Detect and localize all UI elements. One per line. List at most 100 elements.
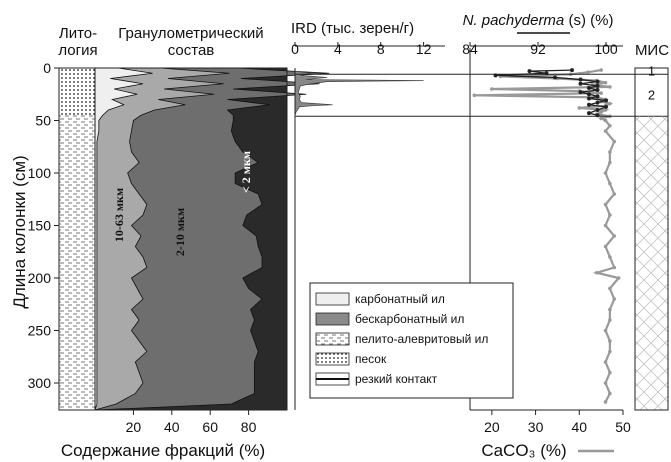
legend-swatch	[315, 292, 350, 306]
mis-column: 12	[634, 64, 669, 411]
sand-unit	[59, 68, 95, 116]
npach-point	[587, 85, 591, 90]
npach-point	[604, 98, 608, 103]
caco3-point	[490, 87, 494, 91]
ird-area	[294, 68, 424, 116]
npach-point	[587, 102, 591, 107]
mis-stage-label: 2	[648, 87, 655, 102]
caco3-point	[603, 328, 608, 333]
npach-tick-label: 100	[594, 41, 618, 57]
caco3-point	[612, 234, 617, 238]
ird-tick-label: 8	[377, 41, 385, 57]
y-tick-label: 0	[43, 60, 51, 76]
mis-frame	[634, 67, 669, 411]
legend-label: карбонатный ил	[355, 292, 445, 306]
caco3-point	[608, 160, 612, 165]
caco3-point	[612, 192, 617, 196]
band-carbonate	[94, 67, 153, 411]
npach-point	[595, 108, 600, 112]
ird-title: IRD (тыс. зерен/г)	[291, 20, 414, 37]
grain-title: Гранулометрический состав	[118, 25, 263, 59]
ird-tick-label: 4	[334, 41, 342, 57]
caco3-tick-label: 30	[528, 419, 544, 435]
caco3-point	[608, 255, 612, 259]
y-axis-label: Длина колонки (см)	[10, 155, 29, 308]
caco3-point	[603, 129, 608, 133]
caco3-point	[612, 265, 617, 270]
grain-size-panel: 20 40 60 80 10-63 мкм 2-10 мкм < 2 мкм	[94, 67, 330, 435]
y-tick-label: 250	[28, 323, 52, 339]
npach-point	[604, 104, 608, 109]
caco3-point	[608, 307, 612, 312]
grain-title-line2: состав	[168, 42, 215, 59]
caco3-point	[577, 106, 582, 110]
caco3-point	[608, 286, 612, 291]
silty-clay-unit	[59, 115, 95, 410]
caco3-point	[608, 339, 612, 343]
mis-hatch	[635, 116, 668, 410]
band-label-10-63: 10-63 мкм	[112, 188, 126, 242]
npach-line	[495, 69, 607, 116]
caco3-point	[612, 139, 617, 144]
caco3-point	[586, 70, 590, 74]
mis-stage-label: 1	[648, 64, 655, 79]
caco3-point	[599, 116, 603, 121]
caco3-point	[603, 223, 608, 228]
ird-tick-label: 12	[416, 41, 432, 57]
caco3-point	[599, 91, 603, 95]
npach-point	[527, 69, 532, 74]
npach-point	[578, 77, 583, 82]
npach-title-rest: (s) (%)	[564, 12, 613, 29]
caco3-point	[599, 110, 603, 114]
npach-point	[578, 90, 583, 95]
caco3-label-text: CaCO₃ (%)	[481, 441, 566, 460]
legend-swatch	[315, 332, 350, 346]
y-tick-label: 50	[35, 113, 51, 129]
caco3-point	[608, 349, 612, 354]
y-tick-label: 200	[28, 270, 52, 286]
legend: карбонатный ил бескарбонатный ил пелито-ал…	[309, 282, 514, 399]
caco3-tick-label: 50	[615, 419, 631, 435]
legend-swatch	[315, 352, 350, 366]
caco3-point	[608, 391, 612, 396]
npach-point	[587, 111, 591, 116]
caco3-point	[612, 297, 617, 301]
npach-point	[595, 88, 600, 93]
x-tick-label: 80	[241, 419, 257, 435]
npach-point	[595, 100, 600, 105]
npach-point	[587, 96, 591, 101]
npach-point	[587, 92, 591, 97]
band-2-10um	[94, 67, 330, 411]
caco3-point	[603, 118, 608, 123]
y-tick-label: 300	[28, 375, 52, 391]
band-label-2-10: 2-10 мкм	[173, 208, 187, 256]
caco3-tick-label: 20	[484, 419, 500, 435]
lithology-title-line1: Лито-	[59, 25, 97, 42]
legend-label: резкий контакт	[355, 372, 438, 386]
x-tick-label: 60	[202, 419, 218, 435]
caco3-point	[608, 101, 612, 106]
y-tick-label: 150	[28, 218, 52, 234]
caco3-point	[603, 381, 608, 385]
x-axis-label-grain: Содержание фракций (%)	[61, 441, 265, 460]
npach-point	[595, 94, 600, 99]
caco3-point	[603, 171, 608, 175]
caco3-point	[472, 93, 477, 98]
caco3-point	[608, 213, 612, 217]
caco3-point	[603, 244, 608, 249]
legend-swatch	[315, 312, 350, 326]
caco3-point	[608, 318, 612, 322]
npach-point	[595, 83, 600, 88]
band-label-lt2: < 2 мкм	[239, 151, 253, 193]
ird-tick-label: 0	[291, 41, 299, 57]
caco3-point	[608, 181, 612, 186]
band-10-63um	[94, 67, 230, 411]
x-axis-label-caco3: CaCO₃ (%)	[481, 441, 566, 460]
caco3-point	[616, 276, 621, 280]
grain-frame	[94, 67, 288, 411]
legend-label: бескарбонатный ил	[355, 312, 464, 326]
caco3-point	[603, 360, 608, 364]
x-tick-label: 40	[164, 419, 180, 435]
npach-tick-label: 92	[530, 41, 546, 57]
